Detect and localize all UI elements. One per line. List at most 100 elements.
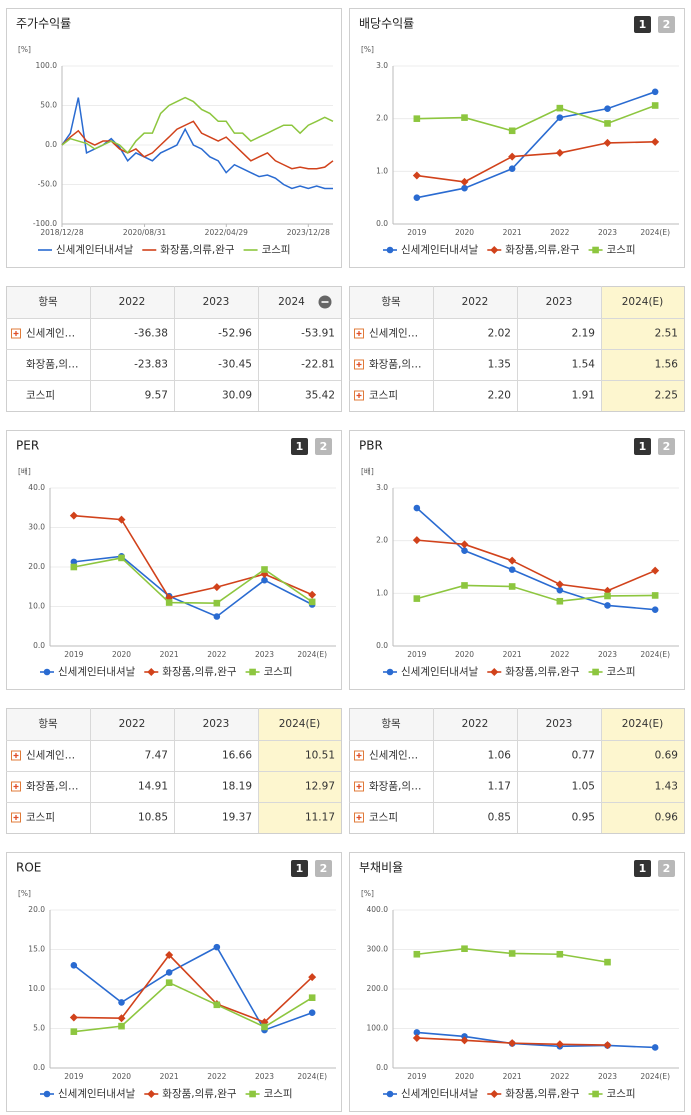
page-button[interactable]: [658, 438, 675, 455]
x-tick-label: 2019: [64, 650, 83, 659]
y-tick-label: 3.0: [376, 483, 388, 492]
marker: [508, 152, 517, 161]
marker: [412, 171, 421, 180]
marker: [603, 138, 612, 147]
marker: [556, 597, 564, 605]
marker: [43, 668, 51, 676]
legend-label: 코스피: [607, 666, 636, 678]
marker: [249, 1090, 256, 1098]
y-tick-label: 1.0: [376, 166, 388, 175]
y-tick-label: 40.0: [28, 483, 45, 492]
row-name: 화장품,의…: [26, 359, 78, 371]
y-tick-label: 30.0: [28, 523, 45, 532]
marker: [592, 246, 599, 254]
marker: [147, 1090, 156, 1098]
marker: [508, 950, 516, 957]
marker: [651, 102, 659, 109]
cell-value: 2.25: [655, 390, 678, 402]
legend-label: 화장품,의류,완구: [162, 1087, 237, 1100]
column-header: 항목: [38, 718, 58, 730]
marker: [117, 515, 126, 524]
marker: [261, 576, 268, 584]
legend-label: 신세계인터내셔날: [401, 1088, 479, 1100]
cell-value: 1.56: [655, 359, 679, 371]
page-button[interactable]: [634, 438, 651, 455]
page-button-label: 2: [663, 862, 671, 875]
page-button[interactable]: [658, 860, 675, 877]
page-button-label: 1: [296, 440, 304, 453]
page-button[interactable]: [634, 16, 651, 33]
marker: [508, 1039, 517, 1048]
page-button[interactable]: [291, 860, 308, 877]
series-line: [416, 104, 656, 132]
expand-icon-plus: [356, 815, 362, 820]
marker: [604, 592, 611, 600]
unit-label: [%]: [18, 45, 31, 54]
legend-label: 코스피: [607, 244, 636, 256]
y-tick-label: 20.0: [28, 562, 45, 571]
marker: [165, 599, 173, 606]
x-tick-label: 2024(E): [297, 1072, 327, 1081]
y-tick-label: 100.0: [367, 1024, 389, 1033]
cell-value: 2.51: [655, 328, 678, 340]
marker: [213, 1001, 221, 1009]
x-tick-label: 2022: [207, 1072, 226, 1081]
y-tick-label: 0.0: [376, 641, 388, 650]
column-header: 2024: [278, 296, 305, 308]
marker: [69, 511, 78, 520]
x-tick-label: 2020/08/31: [123, 228, 166, 237]
cell-value: 1.06: [488, 750, 512, 762]
y-tick-label: 0.0: [33, 641, 45, 650]
series-line: [61, 120, 334, 170]
page-button[interactable]: [315, 860, 332, 877]
y-tick-label: 2.0: [376, 536, 388, 545]
cell-value: 19.37: [222, 812, 252, 824]
y-tick-label: 10.0: [28, 984, 45, 993]
marker: [461, 945, 468, 953]
x-tick-label: 2019: [407, 228, 426, 237]
cell-value: 1.91: [572, 390, 595, 402]
legend-label: 화장품,의류,완구: [160, 243, 235, 256]
marker: [413, 194, 421, 201]
unit-label: [%]: [18, 889, 31, 898]
marker: [261, 566, 268, 573]
row-name: 화장품,의…: [369, 781, 421, 793]
marker: [461, 114, 468, 121]
legend-label: 신세계인터내셔날: [401, 666, 479, 678]
cell-value: 12.97: [305, 781, 335, 793]
marker: [386, 668, 394, 676]
page-button-label: 2: [320, 440, 328, 453]
page-button[interactable]: [291, 438, 308, 455]
marker: [249, 668, 256, 676]
page-button-label: 2: [663, 440, 671, 453]
series-line: [73, 953, 313, 1024]
marker: [213, 599, 221, 607]
series-line: [61, 97, 333, 190]
x-tick-label: 2021: [160, 650, 179, 659]
page-button[interactable]: [658, 16, 675, 33]
x-tick-label: 2023: [598, 650, 617, 659]
marker: [461, 184, 468, 192]
x-tick-label: 2020: [112, 650, 131, 659]
y-tick-label: 400.0: [367, 905, 389, 914]
legend-label: 신세계인터내셔날: [58, 666, 136, 678]
x-tick-label: 2022: [550, 1072, 569, 1081]
series-line: [73, 514, 313, 599]
cell-value: -23.83: [134, 359, 168, 371]
cell-value: 2.20: [488, 390, 511, 402]
y-tick-label: 5.0: [33, 1024, 45, 1033]
marker: [117, 1014, 126, 1023]
page-button[interactable]: [315, 438, 332, 455]
x-tick-label: 2020: [455, 650, 474, 659]
column-header: 2024(E): [622, 296, 664, 308]
legend-label: 코스피: [262, 244, 291, 256]
cell-value: 16.66: [222, 750, 252, 762]
cell-value: 10.85: [138, 812, 168, 824]
page-button[interactable]: [634, 860, 651, 877]
cell-value: 10.51: [305, 750, 335, 762]
marker: [555, 148, 564, 157]
x-tick-label: 2019: [407, 1072, 426, 1081]
row-name: 코스피: [369, 812, 398, 824]
marker: [70, 1028, 78, 1035]
y-tick-label: 50.0: [40, 101, 57, 110]
